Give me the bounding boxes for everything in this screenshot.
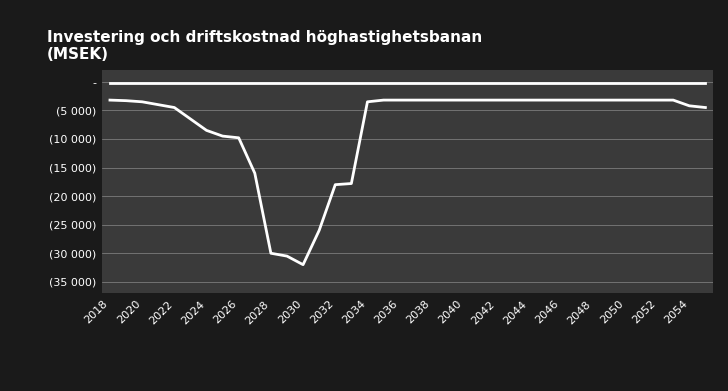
Text: Investering och driftskostnad höghastighetsbanan
(MSEK): Investering och driftskostnad höghastigh… xyxy=(47,30,482,62)
Legend: Underhåll, Investering: Underhåll, Investering xyxy=(280,387,535,391)
